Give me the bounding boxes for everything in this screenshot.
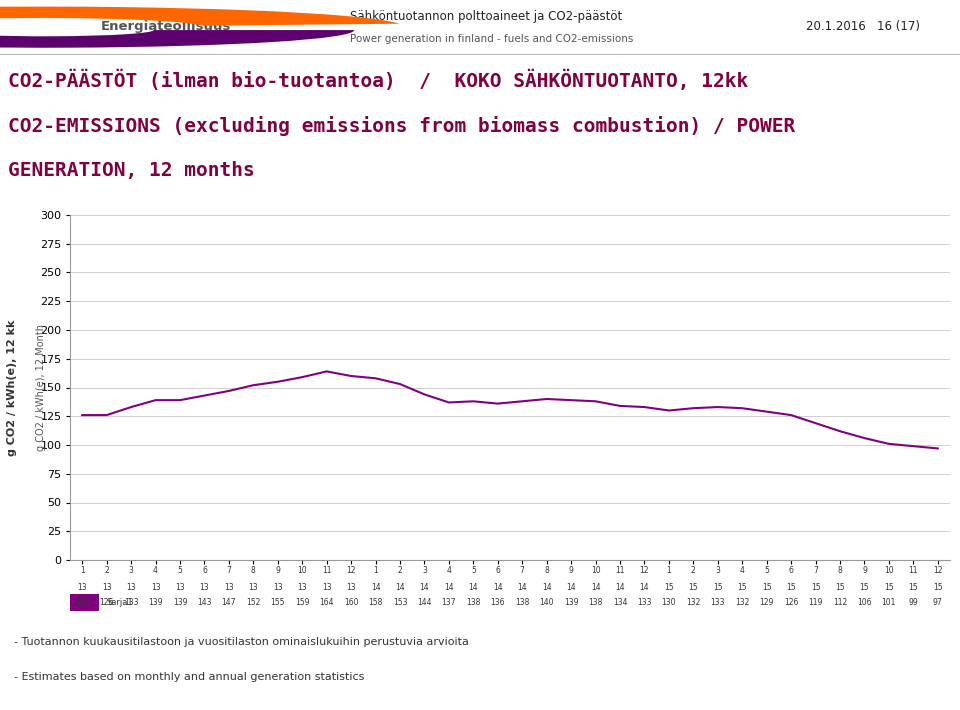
Text: 106: 106 xyxy=(857,598,872,607)
Text: 144: 144 xyxy=(418,598,432,607)
Wedge shape xyxy=(0,6,399,31)
Text: CO2-PÄÄSTÖT (ilman bio-tuotantoa)  /  KOKO SÄHKÖNTUOTANTO, 12kk: CO2-PÄÄSTÖT (ilman bio-tuotantoa) / KOKO… xyxy=(8,69,748,90)
Text: 13: 13 xyxy=(249,584,258,592)
Text: 147: 147 xyxy=(222,598,236,607)
Text: 14: 14 xyxy=(420,584,429,592)
Text: GENERATION, 12 months: GENERATION, 12 months xyxy=(8,161,254,180)
Text: 14: 14 xyxy=(639,584,649,592)
Text: g CO2 / kWh(e), 12 kk: g CO2 / kWh(e), 12 kk xyxy=(8,320,17,456)
Text: 132: 132 xyxy=(686,598,701,607)
Text: - Estimates based on monthly and annual generation statistics: - Estimates based on monthly and annual … xyxy=(14,672,365,682)
Text: 143: 143 xyxy=(197,598,212,607)
Text: 133: 133 xyxy=(637,598,652,607)
Text: 13: 13 xyxy=(224,584,233,592)
Text: 15: 15 xyxy=(908,584,918,592)
Text: 15: 15 xyxy=(835,584,845,592)
Text: 159: 159 xyxy=(295,598,309,607)
Text: 13: 13 xyxy=(127,584,136,592)
Text: 139: 139 xyxy=(173,598,187,607)
Text: 14: 14 xyxy=(517,584,527,592)
Text: 14: 14 xyxy=(590,584,600,592)
Text: 13: 13 xyxy=(200,584,209,592)
Text: 130: 130 xyxy=(661,598,676,607)
Text: 15: 15 xyxy=(884,584,894,592)
Text: 126: 126 xyxy=(75,598,89,607)
Text: 13: 13 xyxy=(347,584,356,592)
Text: 129: 129 xyxy=(759,598,774,607)
Text: 15: 15 xyxy=(688,584,698,592)
Text: 14: 14 xyxy=(493,584,503,592)
Text: 97: 97 xyxy=(933,598,943,607)
Text: 13: 13 xyxy=(78,584,87,592)
Text: 20.1.2016   16 (17): 20.1.2016 16 (17) xyxy=(806,20,921,33)
Text: 15: 15 xyxy=(786,584,796,592)
Text: 15: 15 xyxy=(737,584,747,592)
Text: Sähköntuotannon polttoaineet ja CO2-päästöt: Sähköntuotannon polttoaineet ja CO2-pääs… xyxy=(350,10,623,23)
Text: 13: 13 xyxy=(273,584,282,592)
Text: 14: 14 xyxy=(615,584,625,592)
Text: 134: 134 xyxy=(612,598,627,607)
Text: 133: 133 xyxy=(710,598,725,607)
Text: 15: 15 xyxy=(859,584,869,592)
Text: Sarja1: Sarja1 xyxy=(107,598,133,607)
Text: 126: 126 xyxy=(100,598,114,607)
Text: 15: 15 xyxy=(664,584,674,592)
Text: 14: 14 xyxy=(444,584,454,592)
Text: 126: 126 xyxy=(784,598,799,607)
Text: 14: 14 xyxy=(468,584,478,592)
Text: 158: 158 xyxy=(369,598,383,607)
Text: Power generation in finland - fuels and CO2-emissions: Power generation in finland - fuels and … xyxy=(350,34,634,44)
Text: 164: 164 xyxy=(320,598,334,607)
Text: 138: 138 xyxy=(467,598,481,607)
Text: CO2-EMISSIONS (excluding emissions from biomass combustion) / POWER: CO2-EMISSIONS (excluding emissions from … xyxy=(8,116,795,136)
Text: 155: 155 xyxy=(271,598,285,607)
Text: g CO2 / kWh(e), 12 Month: g CO2 / kWh(e), 12 Month xyxy=(36,324,46,451)
Text: 15: 15 xyxy=(933,584,943,592)
Text: Energiateollisuus: Energiateollisuus xyxy=(101,20,231,33)
Text: 112: 112 xyxy=(833,598,847,607)
Text: 137: 137 xyxy=(442,598,456,607)
Text: 15: 15 xyxy=(811,584,821,592)
Text: 13: 13 xyxy=(102,584,111,592)
Text: 14: 14 xyxy=(566,584,576,592)
Text: 138: 138 xyxy=(588,598,603,607)
Text: 152: 152 xyxy=(246,598,260,607)
Text: 119: 119 xyxy=(808,598,823,607)
Text: 15: 15 xyxy=(713,584,723,592)
Wedge shape xyxy=(0,30,354,48)
Text: 101: 101 xyxy=(881,598,896,607)
Text: 14: 14 xyxy=(371,584,380,592)
Text: 13: 13 xyxy=(151,584,160,592)
Text: 13: 13 xyxy=(175,584,185,592)
Text: 15: 15 xyxy=(762,584,772,592)
Text: 13: 13 xyxy=(298,584,307,592)
Text: 139: 139 xyxy=(148,598,163,607)
Text: 136: 136 xyxy=(491,598,505,607)
Text: 132: 132 xyxy=(735,598,750,607)
Text: - Tuotannon kuukausitilastoon ja vuositilaston ominaislukuihin perustuvia arvioi: - Tuotannon kuukausitilastoon ja vuositi… xyxy=(14,637,469,647)
Text: 139: 139 xyxy=(564,598,578,607)
Text: 138: 138 xyxy=(515,598,529,607)
Text: 153: 153 xyxy=(393,598,407,607)
Text: 140: 140 xyxy=(540,598,554,607)
Text: 14: 14 xyxy=(396,584,405,592)
Text: 13: 13 xyxy=(322,584,331,592)
Text: 160: 160 xyxy=(344,598,358,607)
Text: 133: 133 xyxy=(124,598,138,607)
Bar xyxy=(70,594,99,611)
Text: 14: 14 xyxy=(541,584,551,592)
Text: 99: 99 xyxy=(908,598,918,607)
